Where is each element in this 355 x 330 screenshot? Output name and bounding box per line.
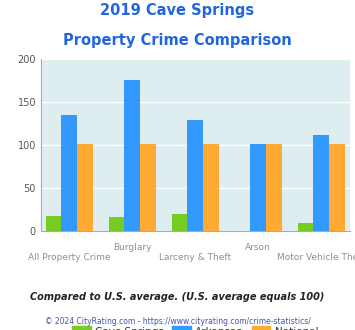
Text: Larceny & Theft: Larceny & Theft	[159, 253, 231, 262]
Bar	[203, 144, 219, 231]
Text: 2019 Cave Springs: 2019 Cave Springs	[100, 3, 255, 18]
Bar	[298, 223, 313, 231]
Text: Arson: Arson	[245, 243, 271, 252]
Bar	[171, 214, 187, 231]
Legend: Cave Springs, Arkansas, National: Cave Springs, Arkansas, National	[68, 322, 322, 330]
Text: Burglary: Burglary	[113, 243, 152, 252]
Text: Compared to U.S. average. (U.S. average equals 100): Compared to U.S. average. (U.S. average …	[30, 292, 325, 302]
Bar	[187, 120, 203, 231]
Bar	[61, 115, 77, 231]
Bar	[109, 217, 124, 231]
Bar	[266, 144, 282, 231]
Bar	[77, 144, 93, 231]
Text: © 2024 CityRating.com - https://www.cityrating.com/crime-statistics/: © 2024 CityRating.com - https://www.city…	[45, 317, 310, 326]
Bar	[329, 144, 345, 231]
Bar	[124, 80, 140, 231]
Text: Property Crime Comparison: Property Crime Comparison	[63, 33, 292, 48]
Bar	[45, 215, 61, 231]
Text: All Property Crime: All Property Crime	[28, 253, 110, 262]
Text: Motor Vehicle Theft: Motor Vehicle Theft	[277, 253, 355, 262]
Bar	[313, 135, 329, 231]
Bar	[250, 144, 266, 231]
Bar	[140, 144, 156, 231]
